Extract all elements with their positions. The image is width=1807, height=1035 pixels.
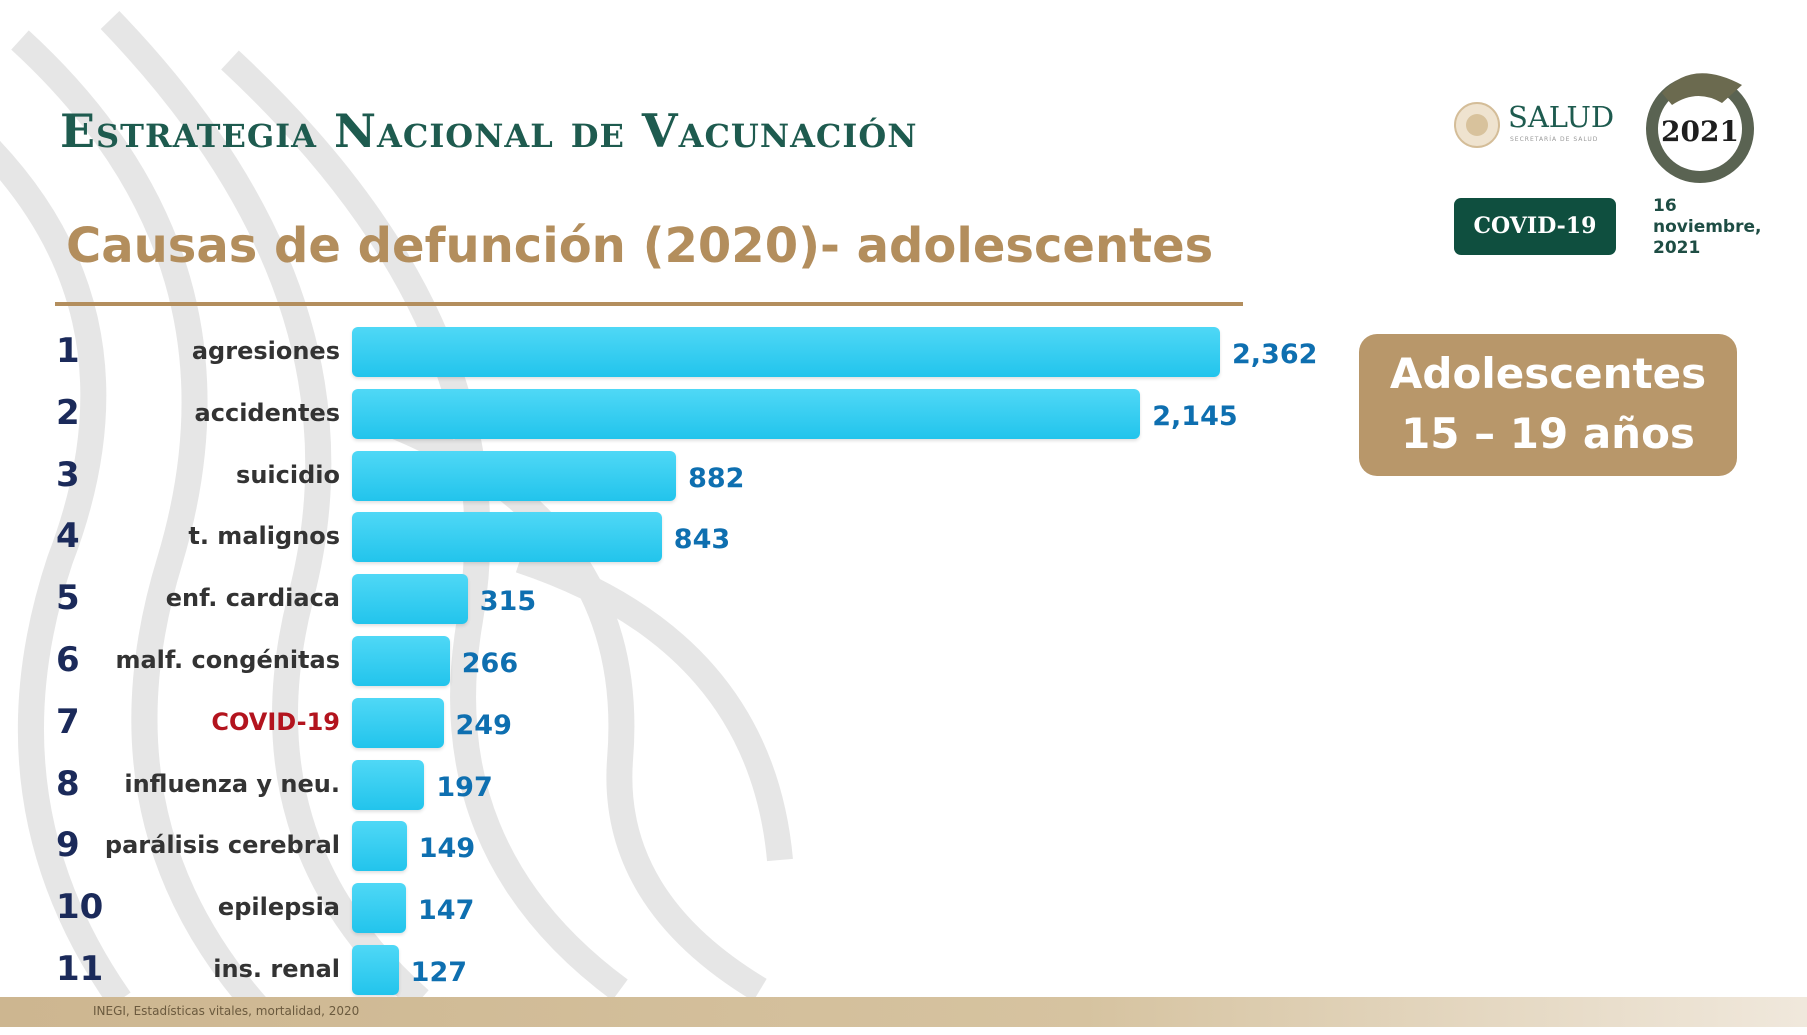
salud-logo: SALUD SECRETARÍA DE SALUD (1452, 98, 1617, 152)
bar-row: 1 agresiones 2,362 (0, 327, 1400, 381)
value-label: 882 (688, 462, 745, 494)
salud-logo-text: SALUD (1508, 100, 1615, 134)
chart-title: Causas de defunción (2020)- adolescentes (66, 218, 1214, 274)
bar (352, 945, 399, 995)
value-label: 2,145 (1152, 400, 1238, 432)
category-label: COVID-19 (211, 707, 340, 736)
bar (352, 697, 444, 748)
bar-row: 8 influenza y neu. 197 (0, 759, 1400, 814)
rank-label: 3 (56, 454, 80, 495)
covid-19-badge: COVID-19 (1454, 198, 1616, 255)
bar-row: 4 t. malignos 843 (0, 512, 1400, 566)
category-label: suicidio (236, 460, 340, 489)
value-label: 2,362 (1232, 339, 1318, 370)
bar-row: 2 accidentes 2,145 (0, 388, 1400, 443)
bar (352, 821, 407, 872)
value-label: 249 (455, 709, 512, 741)
bar-row: 9 parálisis cerebral 149 (0, 821, 1400, 875)
bar-row: 6 malf. congénitas 266 (0, 636, 1400, 690)
value-label: 843 (673, 524, 731, 556)
bar (352, 883, 407, 934)
category-label: accidentes (194, 398, 340, 427)
svg-text:2021: 2021 (1661, 115, 1739, 148)
category-label: ins. renal (213, 955, 340, 983)
salud-logo-subtext: SECRETARÍA DE SALUD (1510, 136, 1599, 143)
bar (352, 636, 450, 686)
date-label: 16 noviembre, 2021 (1653, 196, 1761, 259)
bar-row: 10 epilepsia 147 (0, 883, 1400, 937)
mexico-2021-logo: 2021 (1646, 73, 1754, 183)
rank-label: 10 (56, 887, 104, 928)
value-label: 147 (418, 895, 475, 927)
bar-row: 11 ins. renal 127 (0, 945, 1400, 999)
date-year: 2021 (1653, 238, 1701, 258)
rank-label: 11 (56, 949, 104, 989)
value-label: 127 (410, 957, 468, 988)
value-label: 315 (479, 586, 537, 618)
bar (352, 759, 425, 810)
date-day: 16 (1653, 196, 1677, 216)
rank-label: 7 (56, 701, 80, 742)
coat-of-arms-icon (1454, 102, 1500, 148)
bar (352, 388, 1141, 439)
bar (352, 512, 662, 563)
bar-row: 5 enf. cardiaca 315 (0, 574, 1400, 628)
bar (352, 327, 1220, 377)
category-label: agresiones (191, 337, 340, 365)
age-group-title: Adolescentes (1389, 349, 1707, 398)
age-group-range: 15 – 19 años (1401, 409, 1695, 458)
category-label: t. malignos (188, 522, 340, 551)
rank-label: 2 (56, 392, 80, 433)
bar (352, 574, 468, 625)
date-month: noviembre, (1653, 217, 1762, 237)
value-label: 149 (418, 833, 476, 865)
category-label: epilepsia (217, 893, 340, 922)
footer-band: INEGI, Estadísticas vitales, mortalidad,… (0, 997, 1807, 1027)
value-label: 197 (436, 771, 493, 803)
age-group-box: Adolescentes 15 – 19 años (1359, 334, 1737, 476)
bar-row: 7 COVID-19 249 (0, 697, 1400, 752)
rank-label: 4 (56, 516, 80, 557)
category-label: influenza y neu. (124, 769, 340, 798)
rank-label: 5 (56, 578, 80, 619)
bar-row: 3 suicidio 882 (0, 450, 1400, 505)
category-label: parálisis cerebral (104, 831, 340, 860)
rank-label: 9 (56, 825, 80, 866)
category-label: malf. congénitas (115, 646, 340, 674)
rank-label: 6 (56, 640, 80, 680)
rank-label: 1 (56, 331, 80, 371)
title-divider (55, 302, 1243, 306)
page-title: Estrategia Nacional de Vacunación (60, 104, 918, 158)
bar (352, 450, 677, 501)
category-label: enf. cardiaca (165, 584, 340, 613)
rank-label: 8 (56, 763, 80, 804)
source-note: INEGI, Estadísticas vitales, mortalidad,… (93, 1004, 360, 1018)
value-label: 266 (461, 648, 519, 679)
